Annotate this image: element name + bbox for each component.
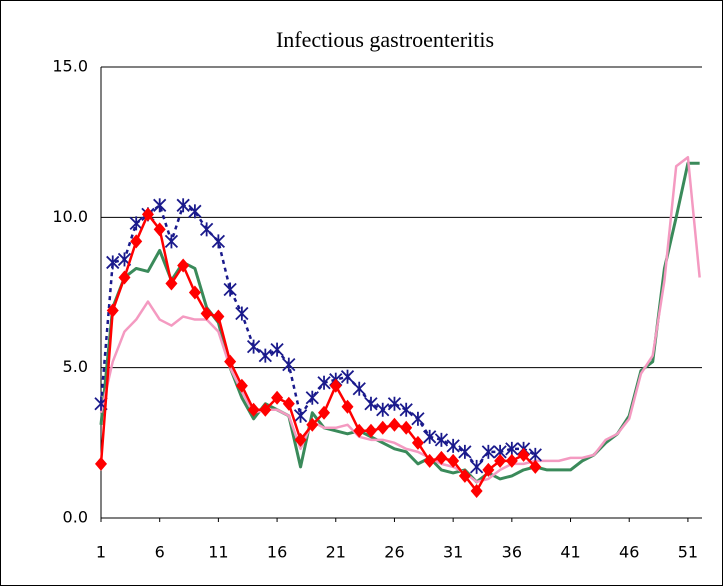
- asterisk-marker: [505, 441, 519, 456]
- y-tick-label: 15.0: [52, 57, 88, 76]
- series-line: [99, 155, 701, 484]
- diamond-marker: [341, 399, 354, 414]
- x-tick-label: 26: [384, 543, 404, 562]
- diamond-marker: [130, 234, 143, 249]
- diamond-marker: [271, 390, 284, 405]
- asterisk-marker: [235, 306, 249, 321]
- asterisk-marker: [282, 357, 296, 372]
- diamond-marker: [400, 420, 413, 435]
- asterisk-marker: [340, 369, 355, 384]
- diamond-marker: [517, 447, 530, 462]
- diamond-marker: [282, 396, 295, 411]
- asterisk-marker: [399, 402, 413, 417]
- asterisk-marker: [458, 444, 472, 459]
- chart-title: Infectious gastroenteritis: [276, 27, 494, 52]
- asterisk-marker: [106, 255, 120, 270]
- diamond-marker: [294, 432, 307, 447]
- diamond-marker: [494, 453, 507, 468]
- diamond-marker: [470, 483, 483, 498]
- diamond-marker: [200, 306, 213, 321]
- asterisk-marker: [129, 216, 143, 231]
- diamond-marker: [306, 417, 319, 432]
- diamond-marker: [106, 303, 119, 318]
- diamond-marker: [177, 258, 190, 273]
- diamond-marker: [212, 309, 225, 324]
- diamond-marker: [529, 459, 542, 474]
- y-tick-label: 10.0: [52, 207, 88, 226]
- asterisk-marker: [469, 459, 484, 474]
- diamond-marker: [235, 378, 248, 393]
- diamond-marker: [141, 207, 154, 222]
- diamond-marker: [247, 402, 260, 417]
- asterisk-marker: [153, 198, 167, 213]
- diamond-marker: [188, 285, 201, 300]
- x-tick-label: 36: [502, 543, 522, 562]
- x-tick-label: 1: [96, 543, 106, 562]
- diamond-marker: [435, 450, 448, 465]
- asterisk-marker: [258, 348, 272, 363]
- diamond-marker: [505, 453, 518, 468]
- asterisk-marker: [423, 429, 437, 444]
- diamond-marker: [458, 468, 471, 483]
- asterisk-marker: [293, 408, 308, 423]
- diamond-marker: [364, 423, 377, 438]
- x-tick-label: 6: [155, 543, 165, 562]
- x-tick-label: 31: [443, 543, 463, 562]
- x-tick-label: 41: [560, 543, 580, 562]
- asterisk-marker: [246, 339, 261, 354]
- diamond-marker: [482, 462, 495, 477]
- diamond-marker: [318, 405, 331, 420]
- diamond-marker: [165, 276, 178, 291]
- y-tick-label: 0.0: [63, 508, 88, 527]
- asterisk-marker: [446, 438, 460, 453]
- x-tick-label: 46: [619, 543, 639, 562]
- diamond-marker: [153, 222, 166, 237]
- diamond-marker: [411, 435, 424, 450]
- diamond-marker: [353, 423, 366, 438]
- asterisk-marker: [176, 198, 190, 213]
- asterisk-marker: [364, 396, 378, 411]
- asterisk-marker: [164, 234, 179, 249]
- diamond-marker: [95, 456, 107, 471]
- asterisk-marker: [211, 234, 226, 249]
- asterisk-marker: [317, 375, 331, 390]
- x-tick-label: 51: [678, 543, 698, 562]
- asterisk-marker: [188, 204, 202, 219]
- x-tick-label: 21: [326, 543, 346, 562]
- y-tick-label: 5.0: [63, 357, 88, 376]
- diamond-marker: [423, 453, 436, 468]
- diamond-marker: [447, 453, 460, 468]
- asterisk-marker: [305, 390, 319, 405]
- asterisk-marker: [481, 444, 495, 459]
- series-line: [99, 204, 536, 469]
- asterisk-marker: [376, 402, 390, 417]
- asterisk-marker: [387, 396, 402, 411]
- x-tick-label: 11: [208, 543, 228, 562]
- diamond-marker: [388, 417, 401, 432]
- asterisk-marker: [270, 342, 284, 357]
- diamond-marker: [118, 270, 131, 285]
- diamond-marker: [259, 402, 272, 417]
- diamond-marker: [224, 354, 237, 369]
- asterisk-marker: [223, 282, 237, 297]
- asterisk-marker: [200, 222, 214, 237]
- asterisk-marker: [411, 411, 425, 426]
- asterisk-marker: [528, 447, 542, 462]
- asterisk-marker: [434, 432, 449, 447]
- x-tick-label: 16: [267, 543, 287, 562]
- diamond-marker: [329, 378, 342, 393]
- diamond-marker: [376, 420, 389, 435]
- asterisk-marker: [352, 381, 366, 396]
